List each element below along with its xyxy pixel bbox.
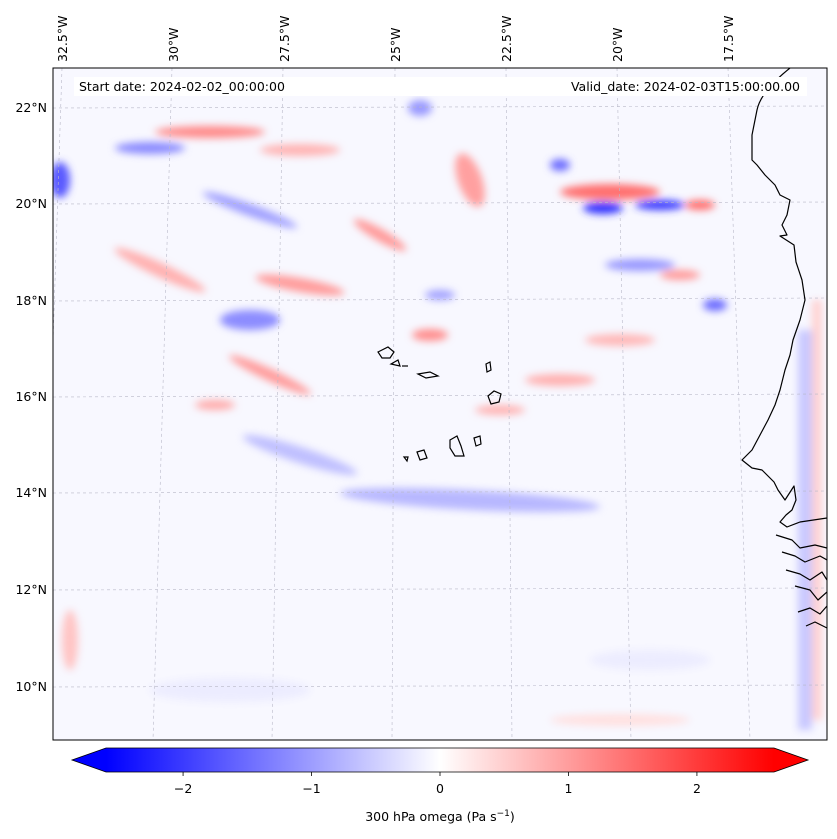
colorbar-gradient xyxy=(106,748,774,772)
colorbar-low-extend xyxy=(72,748,106,772)
colorbar-tick-label: 2 xyxy=(693,781,701,796)
lat-label: 20°N xyxy=(15,196,47,211)
colorbar-outline xyxy=(70,747,810,773)
lat-labels: 22°N 20°N 18°N 16°N 14°N 12°N 10°N xyxy=(15,100,47,694)
valid-date-label: Valid_date: 2024-02-03T15:00:00.00 xyxy=(571,79,800,94)
lat-label: 16°N xyxy=(15,389,47,404)
start-date-label: Start date: 2024-02-02_00:00:00 xyxy=(79,79,285,94)
colorbar-tick-label: −1 xyxy=(302,781,320,796)
lat-label: 10°N xyxy=(15,679,47,694)
cape-verde-islands xyxy=(377,346,502,463)
colorbar-ticks: −2 −1 0 1 2 xyxy=(174,772,701,796)
lon-label: 17.5°W xyxy=(721,16,736,62)
lat-label: 22°N xyxy=(15,100,47,115)
colorbar-tick-label: 0 xyxy=(436,781,444,796)
lon-label: 27.5°W xyxy=(277,16,292,62)
map-frame xyxy=(52,67,828,741)
lon-label: 20°W xyxy=(610,27,625,62)
colorbar-tick-label: −2 xyxy=(174,781,192,796)
lon-label: 30°W xyxy=(166,27,181,62)
graticule xyxy=(53,68,827,740)
lat-label: 14°N xyxy=(15,485,47,500)
omega-field xyxy=(53,100,822,730)
lat-label: 12°N xyxy=(15,582,47,597)
lon-label: 32.5°W xyxy=(55,16,70,62)
colorbar-tick-label: 1 xyxy=(564,781,572,796)
lon-label: 25°W xyxy=(388,27,403,62)
map-panel xyxy=(52,67,828,741)
lon-labels: 32.5°W 30°W 27.5°W 25°W 22.5°W 20°W 17.5… xyxy=(55,16,736,62)
map-background xyxy=(53,68,827,740)
header-bar xyxy=(74,77,807,96)
colorbar: −2 −1 0 1 2 300 hPa omega (Pa s−1) xyxy=(70,747,810,824)
lat-label: 18°N xyxy=(15,293,47,308)
colorbar-label: 300 hPa omega (Pa s−1) xyxy=(365,809,515,824)
colorbar-high-extend xyxy=(774,748,808,772)
lon-label: 22.5°W xyxy=(499,16,514,62)
coastline xyxy=(741,68,827,629)
